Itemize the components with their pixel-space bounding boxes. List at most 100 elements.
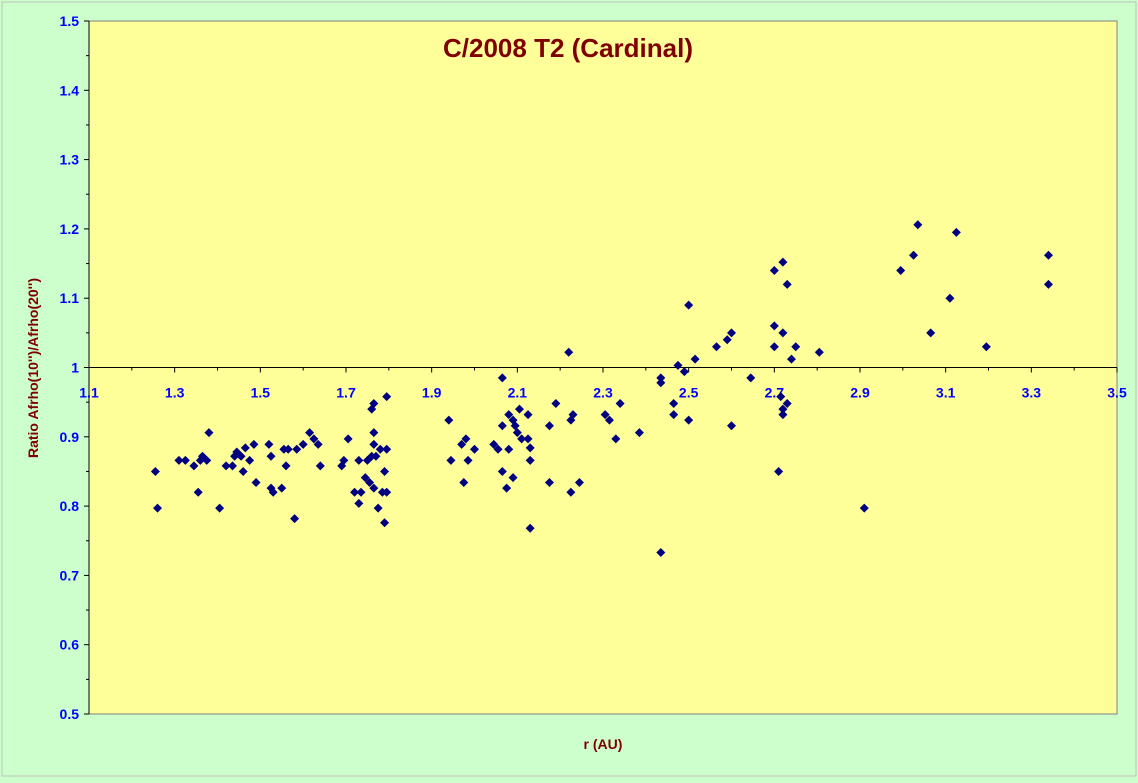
data-point — [778, 257, 788, 267]
data-point — [722, 335, 732, 345]
x-tick-label: 3.1 — [936, 385, 956, 401]
data-point — [202, 455, 212, 465]
data-point — [309, 434, 319, 444]
data-point — [470, 444, 479, 454]
data-point — [360, 473, 370, 483]
data-point — [566, 487, 576, 497]
data-point — [774, 466, 784, 476]
data-point — [1043, 250, 1053, 260]
data-point — [551, 399, 561, 409]
x-tick-label: 3.3 — [1022, 385, 1042, 401]
data-point — [510, 421, 520, 431]
data-point — [669, 410, 679, 420]
data-point — [343, 434, 353, 444]
data-point — [249, 439, 259, 449]
data-point — [444, 415, 454, 425]
data-point — [814, 347, 824, 357]
data-point — [283, 444, 293, 454]
data-point — [227, 461, 237, 471]
data-point — [611, 434, 621, 444]
data-point — [497, 466, 507, 476]
data-point — [746, 373, 756, 383]
x-tick-label: 1.5 — [251, 385, 271, 401]
data-point — [712, 342, 722, 352]
data-point — [615, 399, 625, 409]
data-point — [382, 444, 392, 454]
y-tick-label: 1.1 — [60, 290, 80, 306]
data-point — [266, 451, 276, 461]
data-point — [356, 487, 366, 497]
data-point — [778, 410, 788, 420]
data-point — [544, 478, 554, 488]
data-point — [315, 461, 325, 471]
data-point — [656, 548, 666, 558]
data-point — [365, 478, 375, 488]
data-point — [497, 421, 507, 431]
data-point — [204, 428, 214, 438]
y-tick-label: 0.8 — [60, 498, 80, 514]
data-point — [517, 434, 527, 444]
data-point — [281, 461, 291, 471]
data-point — [371, 451, 381, 461]
data-point — [776, 392, 786, 402]
data-point — [245, 455, 255, 465]
x-tick-label: 3.5 — [1107, 385, 1127, 401]
data-point — [684, 415, 694, 425]
data-point — [514, 404, 524, 414]
x-tick-label: 2.3 — [593, 385, 613, 401]
data-point — [669, 399, 679, 409]
data-point — [673, 360, 683, 370]
data-point — [446, 455, 456, 465]
data-point — [236, 451, 246, 461]
data-point — [945, 293, 955, 303]
x-tick-label: 1.1 — [79, 385, 99, 401]
data-point — [290, 514, 300, 524]
data-point — [690, 354, 700, 364]
y-tick-label: 0.6 — [60, 637, 80, 653]
data-point — [679, 367, 689, 377]
data-point — [859, 503, 869, 513]
data-point — [459, 478, 469, 488]
data-point — [656, 378, 666, 388]
y-tick-label: 0.9 — [60, 429, 80, 445]
data-point — [769, 265, 779, 275]
data-point — [380, 518, 390, 528]
data-point — [350, 487, 360, 497]
data-point — [778, 328, 788, 338]
data-point — [951, 227, 961, 237]
data-point — [574, 478, 584, 488]
data-point — [512, 428, 522, 438]
data-point — [769, 342, 779, 352]
data-point — [896, 265, 906, 275]
data-point — [568, 410, 578, 420]
x-axis: 1.1 1.3 1.5 1.7 1.9 2.1 2.3 2.5 2.7 2.9 3.1 3.3 3.5 — [79, 367, 1127, 401]
data-point — [727, 421, 736, 431]
x-axis-label: r (AU) — [584, 736, 623, 752]
chart-title: C/2008 T2 (Cardinal) — [443, 33, 693, 63]
data-point — [600, 410, 610, 420]
y-tick-label: 1 — [71, 360, 79, 376]
data-point — [369, 439, 379, 449]
data-point — [1043, 279, 1053, 289]
data-point — [369, 483, 379, 493]
y-tick-label: 0.7 — [60, 567, 80, 583]
data-point — [313, 439, 323, 449]
data-point — [251, 478, 261, 488]
data-point — [504, 444, 514, 454]
data-point — [502, 483, 512, 493]
data-point — [926, 328, 936, 338]
data-point — [523, 410, 533, 420]
x-tick-label: 2.1 — [508, 385, 528, 401]
data-point — [778, 404, 788, 414]
data-point — [782, 279, 792, 289]
data-point — [981, 342, 991, 352]
y-axis-label: Ratio Afrho(10'')/Afrho(20'') — [25, 278, 41, 458]
data-point — [457, 439, 467, 449]
data-point — [913, 220, 923, 230]
data-point — [461, 434, 471, 444]
data-point — [508, 473, 518, 483]
data-point — [305, 428, 315, 438]
